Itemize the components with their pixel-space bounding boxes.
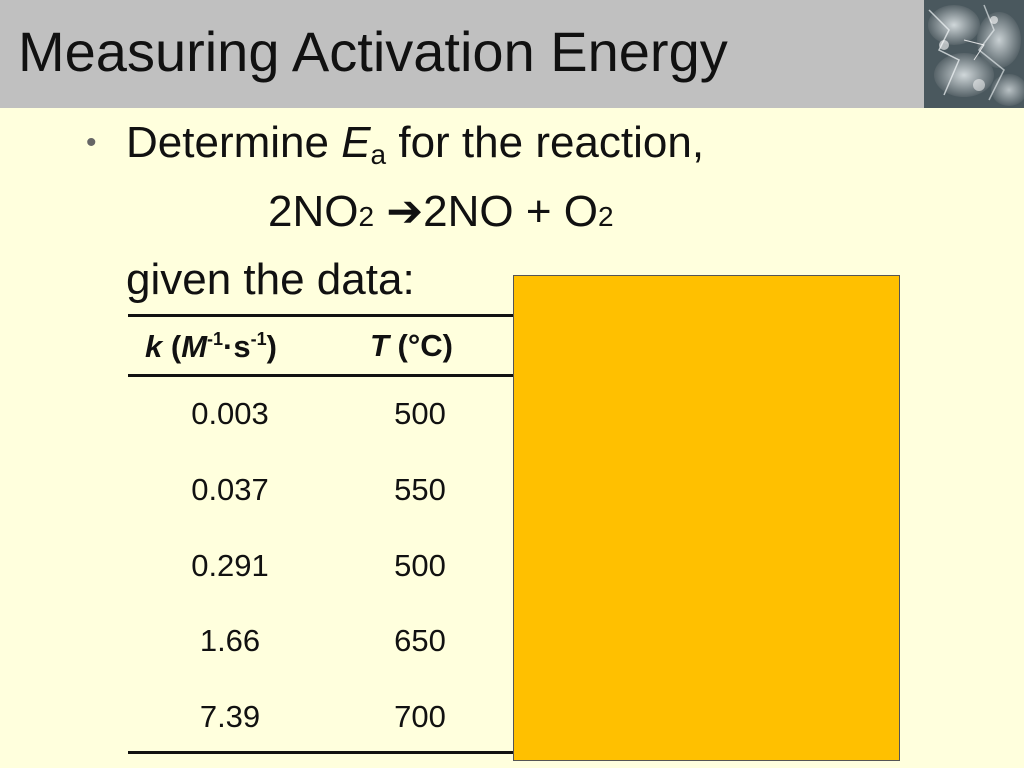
table-bottom-rule [128, 751, 518, 754]
ice-crystal-photo [924, 0, 1024, 108]
activation-energy-symbol: E [341, 118, 371, 167]
t-symbol: T [370, 328, 389, 363]
k-exp2: -1 [250, 329, 267, 349]
column-header-k: k (M-1·s-1) [145, 330, 277, 362]
title-bar: Measuring Activation Energy [0, 0, 924, 108]
table-cell-k-4: 1.66 [199, 623, 261, 658]
bullet-prefix: Determine [126, 118, 342, 167]
table-cell-t-3: 500 [394, 548, 446, 583]
table-cell-k-2: 0.037 [191, 472, 269, 507]
answer-cover-box [513, 275, 900, 761]
column-header-t: T (°C) [370, 330, 453, 361]
table-top-rule [128, 314, 518, 317]
k-open: ( [162, 329, 182, 364]
bullet-marker: • [86, 126, 97, 159]
slide-title: Measuring Activation Energy [18, 20, 728, 83]
equation-rhs: 2NO + O [423, 187, 599, 236]
table-cell-t-1: 500 [394, 396, 446, 431]
bullet-text: Determine Ea for the reaction, [126, 121, 704, 169]
bullet-suffix: for the reaction, [386, 118, 705, 167]
table-cell-t-2: 550 [394, 472, 446, 507]
k-close: ) [266, 329, 277, 364]
table-cell-k-1: 0.003 [191, 396, 269, 431]
given-data-label: given the data: [126, 255, 415, 304]
table-cell-k-3: 0.291 [191, 548, 269, 583]
table-cell-t-4: 650 [394, 623, 446, 658]
equation-rhs-subscript: 2 [598, 201, 614, 232]
k-exp1: -1 [207, 329, 224, 349]
t-unit: (°C) [388, 328, 453, 363]
equation-lhs: 2NO [268, 187, 359, 236]
table-header-rule [128, 374, 518, 377]
k-molar: M [181, 329, 208, 364]
table-cell-k-5: 7.39 [199, 699, 261, 734]
table-cell-t-5: 700 [394, 699, 446, 734]
k-dot-s: ·s [223, 329, 251, 364]
reaction-arrow-icon: ➔ [386, 187, 424, 236]
k-symbol: k [145, 329, 163, 364]
equation-lhs-subscript: 2 [358, 201, 375, 232]
ice-crystal-graphic [924, 0, 1024, 108]
activation-energy-subscript: a [370, 139, 387, 170]
reaction-equation: 2NO2 ➔2NO + O2 [268, 190, 614, 234]
